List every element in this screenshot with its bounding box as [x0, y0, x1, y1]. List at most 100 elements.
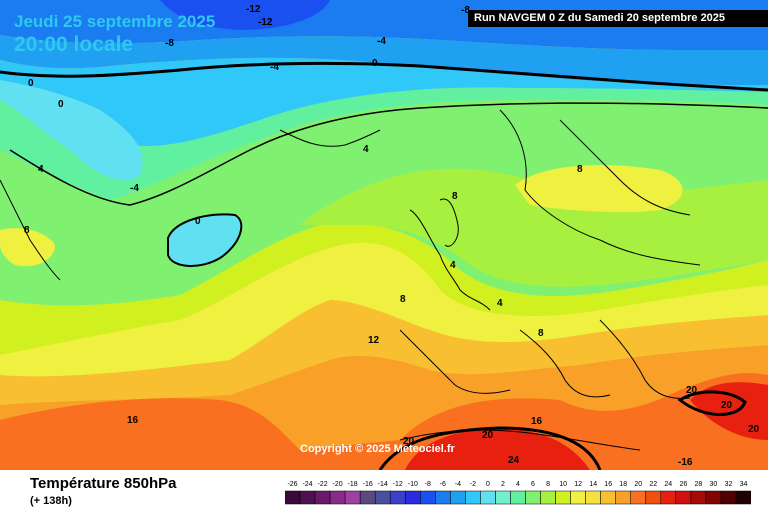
band-20-22: [0, 373, 768, 470]
label-20-d: 20: [403, 436, 415, 447]
band-neg4: [0, 35, 768, 85]
legend-tick-label: 16: [604, 481, 612, 488]
band-8-scandinavia: [515, 165, 683, 213]
color-scale-legend: -26 -24 -22 -20 -18 -16 -14 -12 -10 -8 -6 -4 -2 0 2 4 6 8…: [285, 481, 751, 505]
label-neg4-c: -4: [130, 183, 139, 194]
label-neg4-a: -4: [377, 36, 386, 47]
label-neg12-b: -12: [258, 17, 273, 28]
label-neg4-b: -4: [270, 62, 279, 73]
band-neg12: [160, 0, 330, 30]
label-16-b: 16: [531, 416, 543, 427]
legend-tick-label: 2: [501, 481, 505, 488]
legend-swatch: [705, 490, 722, 505]
legend-tick-label: 26: [680, 481, 688, 488]
legend-tick-label: 12: [574, 481, 582, 488]
band-14: [0, 300, 768, 405]
label-20-a: 20: [686, 385, 698, 396]
legend-swatch: [314, 490, 331, 505]
legend-swatch: [630, 490, 646, 505]
label-neg16: -16: [678, 457, 693, 468]
legend-tick-label: 6: [531, 481, 535, 488]
legend-tick-label: 34: [740, 481, 748, 488]
legend-swatch: [435, 490, 451, 505]
legend-tick-label: 28: [695, 481, 703, 488]
label-20-b: 20: [721, 400, 733, 411]
legend-swatch: [495, 490, 511, 505]
legend-tick-label: -20: [333, 481, 343, 488]
model-run-info: Run NAVGEM 0 Z du Samedi 20 septembre 20…: [468, 10, 768, 27]
legend-swatch: [374, 490, 391, 505]
legend-tick-label: -12: [393, 481, 403, 488]
band-24: [405, 382, 768, 470]
label-0-a: 0: [372, 58, 378, 69]
temperature-map: -12 -12 -8 -8 -4 -4 0 0 0 4 4 -4 0 8 8 8…: [0, 0, 768, 470]
legend-swatch: [420, 490, 436, 505]
legend-tick-label: 24: [664, 481, 672, 488]
label-16-a: 16: [127, 415, 139, 426]
legend-tick-label: -24: [302, 481, 312, 488]
legend-tick-label: -2: [470, 481, 476, 488]
legend-swatch: [585, 490, 601, 505]
legend-swatch: [690, 490, 707, 505]
legend-tick-label: -10: [408, 481, 418, 488]
legend-swatch: [660, 490, 677, 505]
legend-swatch: [645, 490, 662, 505]
legend-swatch: [600, 490, 616, 505]
band-0-greenland: [0, 80, 143, 181]
label-20-e: 20: [482, 430, 494, 441]
legend-swatch: [299, 490, 316, 505]
band-10: [0, 242, 768, 377]
cold-pocket: [167, 213, 243, 267]
footer-bar: Température 850hPa (+ 138h) -26 -24 -22 -20…: [0, 470, 768, 512]
legend-swatch: [615, 490, 631, 505]
label-8-b: 8: [577, 164, 583, 175]
legend-tick-label: 22: [649, 481, 657, 488]
legend-tick-label: -6: [440, 481, 446, 488]
legend-swatch: [285, 490, 301, 505]
label-8-c: 8: [452, 191, 458, 202]
legend-swatch: [540, 490, 556, 505]
label-12: 12: [368, 335, 380, 346]
label-4-a: 4: [38, 164, 44, 175]
legend-swatch: [465, 490, 481, 505]
legend-swatch: [570, 490, 586, 505]
isotherm-4: [9, 102, 768, 206]
legend-tick-label: 14: [589, 481, 597, 488]
legend-tick-label: 4: [516, 481, 520, 488]
label-0-c: 0: [58, 99, 64, 110]
legend-swatch: [555, 490, 571, 505]
legend-swatch: [344, 490, 361, 505]
legend-swatch: [720, 490, 737, 505]
legend-tick-label: -8: [425, 481, 431, 488]
legend-swatch: [525, 490, 541, 505]
band-0: [0, 57, 768, 147]
forecast-time: 20:00 locale: [14, 33, 134, 56]
label-neg8-a: -8: [165, 38, 174, 49]
copyright-notice: Copyright © 2025 Meteociel.fr: [300, 443, 455, 455]
legend-tick-label: 30: [710, 481, 718, 488]
legend-tick-label: 20: [634, 481, 642, 488]
legend-tick-label: -4: [455, 481, 461, 488]
label-4-d: 4: [497, 298, 503, 309]
label-neg12-a: -12: [246, 4, 261, 15]
isotherm-20: [378, 426, 602, 470]
label-20-c: 20: [748, 424, 760, 435]
legend-tick-label: -14: [378, 481, 388, 488]
label-24: 24: [508, 455, 520, 466]
label-4-c: 4: [450, 260, 456, 271]
label-8-a: 8: [24, 225, 30, 236]
legend-swatch: [389, 490, 406, 505]
legend-tick-label: 8: [546, 481, 550, 488]
legend-tick-label: -26: [287, 481, 297, 488]
label-8-e: 8: [538, 328, 544, 339]
isotherm-20-east: [677, 390, 747, 416]
coastlines: [0, 109, 701, 451]
label-4-b: 4: [363, 144, 369, 155]
band-2: [0, 87, 768, 200]
legend-swatch: [510, 490, 526, 505]
label-neg8-b: -8: [461, 5, 470, 16]
legend-swatch: [735, 490, 751, 505]
legend-swatch: [480, 490, 496, 505]
legend-swatch: [450, 490, 466, 505]
